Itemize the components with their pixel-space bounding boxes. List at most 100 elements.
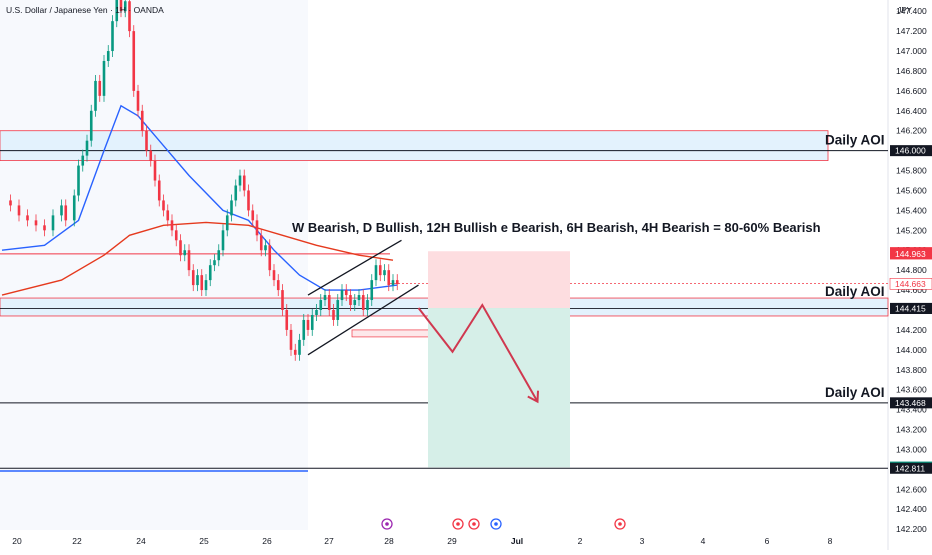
candle-body — [319, 300, 323, 310]
price-tick-label: 147.400 — [896, 6, 927, 16]
candle-body — [166, 210, 170, 221]
candle-body — [9, 200, 12, 206]
candle-body — [247, 190, 250, 211]
price-tick-label: 143.400 — [896, 405, 927, 415]
candle-body — [242, 175, 246, 191]
candle-body — [136, 90, 140, 111]
candle-body — [60, 205, 63, 216]
candle-body — [128, 1, 131, 32]
candle-body — [336, 300, 340, 320]
symbol-title[interactable]: U.S. Dollar / Japanese Yen · 1H · OANDA — [6, 5, 164, 15]
price-tick-label: 143.800 — [896, 365, 927, 375]
channel-lower-line — [307, 284, 419, 356]
candle-body — [259, 235, 263, 251]
candle-body — [77, 165, 80, 196]
candle-body — [85, 140, 89, 156]
candle-body — [332, 310, 335, 320]
aoi-label: Daily AOI — [825, 385, 885, 400]
candle-body — [204, 280, 208, 291]
candle-body — [81, 155, 85, 166]
event-icon-dot — [494, 522, 498, 526]
price-label-text: 144.963 — [895, 249, 926, 259]
candle-body — [191, 270, 195, 286]
price-label-text: 144.415 — [895, 304, 926, 314]
candle-body — [34, 220, 38, 226]
candle-body — [327, 295, 331, 310]
candle-body — [251, 210, 255, 221]
price-tick-label: 143.000 — [896, 444, 927, 454]
channel-upper-line — [307, 239, 402, 296]
candle-body — [361, 295, 365, 310]
price-tick-label: 142.200 — [896, 524, 927, 534]
candle-body — [391, 280, 395, 286]
candle-body — [115, 0, 119, 22]
candle-body — [230, 200, 233, 216]
candle-body — [174, 230, 178, 241]
candle-body — [383, 270, 386, 276]
candle-body — [111, 21, 114, 52]
candle-body — [170, 220, 174, 231]
candle-body — [98, 80, 102, 96]
aoi-zone-upper — [0, 130, 829, 162]
candle-body — [94, 80, 97, 111]
price-tick-label: 144.000 — [896, 345, 927, 355]
projection-path — [417, 303, 539, 403]
time-tick-label: 24 — [136, 536, 146, 546]
price-label-text: 142.811 — [895, 463, 925, 473]
time-tick-label: 29 — [447, 536, 457, 546]
event-icon-dot — [472, 522, 476, 526]
candle-body — [306, 319, 310, 330]
price-label-badge — [890, 397, 932, 409]
candle-body — [72, 195, 76, 221]
candle-body — [255, 220, 259, 236]
time-tick-label: 8 — [828, 536, 833, 546]
candle-body — [119, 0, 123, 12]
candle-body — [217, 250, 221, 261]
time-tick-label: 28 — [384, 536, 394, 546]
candle-body — [276, 280, 280, 291]
time-tick-label: 2 — [578, 536, 583, 546]
price-tick-label: 144.800 — [896, 265, 927, 275]
candle-body — [281, 290, 284, 310]
candle-body — [238, 175, 242, 186]
time-tick-label: Jul — [511, 536, 523, 546]
candle-body — [357, 295, 361, 301]
candle-body — [89, 110, 93, 141]
candle-body — [162, 200, 165, 211]
candle-body — [323, 295, 327, 301]
price-label-badge — [889, 278, 932, 290]
candle-body — [340, 290, 344, 301]
candle-body — [43, 225, 46, 231]
candle-body — [102, 61, 106, 96]
candle-body — [123, 1, 127, 12]
candle-body — [268, 245, 272, 271]
price-tick-label: 145.800 — [896, 166, 927, 176]
currency-label: JPY — [897, 6, 912, 15]
price-tick-label: 142.600 — [896, 484, 927, 494]
price-tick-label: 144.600 — [896, 285, 927, 295]
take-profit-zone — [428, 308, 570, 468]
candle-body — [183, 250, 187, 256]
price-label-text: 144.663 — [895, 279, 926, 289]
candle-body — [310, 314, 314, 330]
price-tick-label: 143.200 — [896, 425, 927, 435]
candle-body — [285, 310, 289, 330]
candle-body — [298, 339, 301, 355]
price-tick-label: 145.400 — [896, 205, 927, 215]
candle-body — [349, 295, 352, 306]
candle-body — [378, 265, 382, 276]
candle-body — [264, 245, 267, 251]
price-tick-label: 144.200 — [896, 325, 927, 335]
candle-body — [157, 180, 161, 201]
time-tick-label: 3 — [640, 536, 645, 546]
price-label-badge — [890, 145, 932, 157]
time-tick-label: 22 — [72, 536, 82, 546]
candle-body — [370, 280, 374, 301]
candle-body — [353, 300, 357, 306]
stop-loss-zone — [428, 251, 570, 309]
time-tick-label: 4 — [701, 536, 706, 546]
candle-body — [293, 349, 297, 355]
candle-body — [145, 130, 148, 151]
candle-body — [196, 275, 199, 286]
